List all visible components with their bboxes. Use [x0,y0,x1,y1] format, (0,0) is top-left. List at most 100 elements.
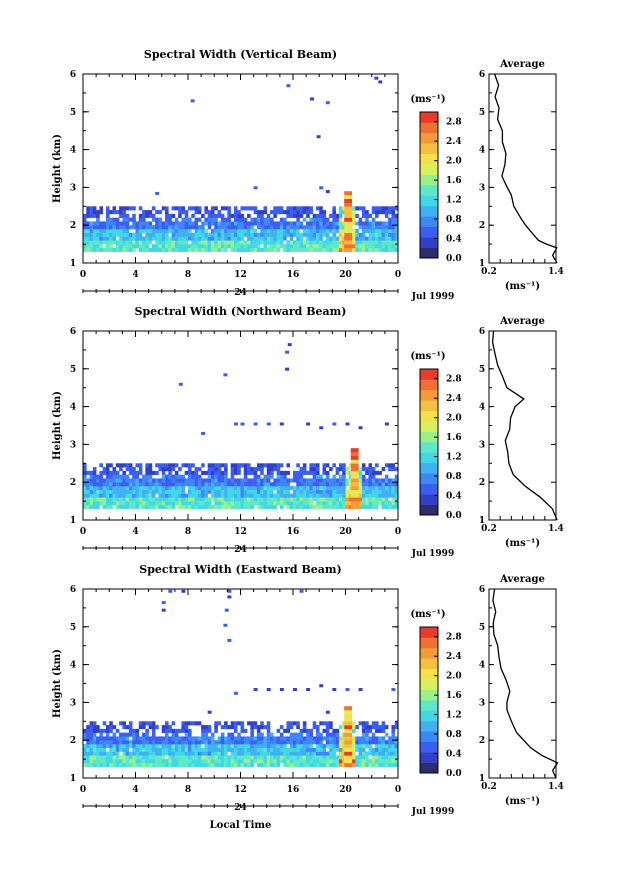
heatmap-cell [233,728,238,733]
heatmap-cell [302,467,307,472]
heatmap-cell [381,485,386,491]
x-tick-label: 0 [80,270,86,280]
heatmap-cell [365,504,369,509]
heatmap-cell [322,232,327,237]
heatmap-cell [115,478,120,483]
heatmap-cell [135,759,140,764]
heatmap-cell [188,221,192,226]
heatmap-cell [378,751,382,756]
heatmap-cell [384,762,389,767]
heatmap-cell [345,489,350,494]
heatmap-cell [89,247,94,252]
heatmap-cells [83,589,399,767]
heatmap-cell [348,504,353,509]
heatmap-cell [145,743,149,749]
heatmap-cell [368,493,373,498]
spike-cell [344,228,353,234]
heatmap-cell [279,232,284,237]
heatmap-cell [243,206,248,211]
heatmap-cell [142,474,146,479]
heatmap-cell [391,489,396,494]
heatmap-cell [289,206,294,211]
heatmap-cell [253,228,258,234]
heatmap-cell [322,493,327,498]
heatmap-cell [178,482,182,487]
colorbar-swatch [420,216,438,228]
heatmap-cell [109,728,113,733]
heatmap-cell [335,489,340,494]
heatmap-cell [99,485,103,491]
heatmap-cell [174,740,179,745]
heatmap-cell [283,474,287,479]
heatmap-cell [148,228,153,234]
heatmap-cell [365,228,369,234]
heatmap-cell [283,743,287,749]
heatmap-cell [394,206,399,211]
heatmap-cell [128,755,133,760]
scattered-echo [201,431,206,435]
heatmap-cell [178,210,182,215]
heatmap-cell [391,743,396,749]
heatmap-cell [165,721,169,726]
average-profile-line [492,588,559,779]
day-label: 24 [234,545,247,555]
heatmap-cell [122,721,126,726]
heatmap-cell [394,467,399,472]
heatmap-cell [260,743,264,749]
heatmap-cell [368,474,373,479]
heatmap-cell [178,232,182,237]
heatmap-cell [125,751,130,756]
heatmap-cell [115,463,120,468]
y-tick-label: 4 [70,661,76,671]
heatmap-cell [237,463,241,468]
heatmap-cell [289,743,294,749]
heatmap-cell [342,493,346,498]
heatmap-cell [155,740,159,745]
heatmap-cell [276,740,281,745]
heatmap-cell [112,489,117,494]
heatmap-cell [181,736,186,741]
heatmap-cell [286,232,291,237]
heatmap-cell [306,482,310,487]
heatmap-cell [299,247,304,252]
heatmap-cell [296,213,300,218]
heatmap-cell [92,743,97,749]
heatmap-cell [214,728,218,733]
heatmap-cell [184,751,189,756]
heatmap-cell [178,504,182,509]
heatmap-cell [125,747,130,752]
spike-cell [350,451,359,457]
x-tick-label: 4 [132,270,138,280]
heatmap-cell [210,759,215,764]
heatmap-cell [148,762,153,767]
heatmap-cell [352,751,356,756]
heatmap-cell [371,485,376,491]
heatmap-cell [204,493,208,498]
heatmap-cell [128,467,133,472]
heatmap-cell [289,493,294,498]
colorbar-tick-label: 2.0 [446,672,462,682]
heatmap-cell [178,759,182,764]
heatmap-cell [102,232,107,237]
heatmap-cell [174,497,179,502]
heatmap-cell [296,751,300,756]
heatmap-cell [142,482,146,487]
heatmap-cell [381,751,386,756]
heatmap-cell [345,497,350,502]
heatmap-cell [96,228,100,234]
heatmap-cell [342,474,346,479]
heatmap-cell [325,247,330,252]
heatmap-cell [358,485,363,491]
heatmap-cell [361,747,366,752]
heatmap-cell [299,497,304,502]
heatmap-cell [322,240,327,245]
heatmap-cell [319,485,323,491]
heatmap-cell [122,743,126,749]
heatmap-cell [342,244,346,249]
heatmap-cell [181,489,186,494]
heatmap-cell [142,751,146,756]
heatmap-cell [125,478,130,483]
heatmap-cell [92,240,97,245]
heatmap-cell [240,725,245,730]
